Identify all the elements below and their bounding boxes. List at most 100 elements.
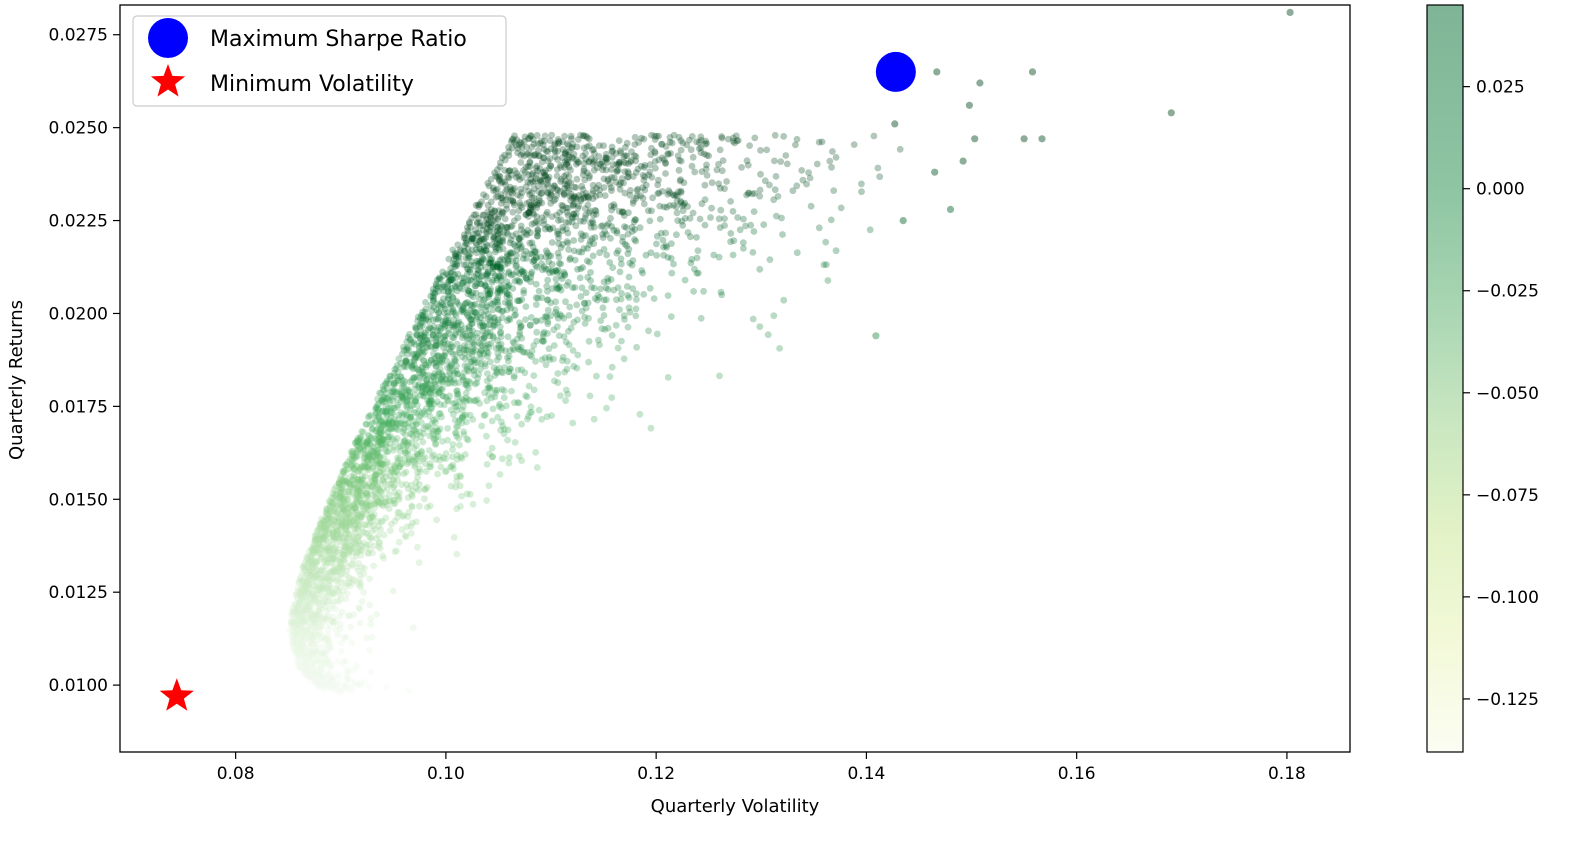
scatter-point (362, 530, 370, 537)
scatter-point (362, 420, 370, 428)
scatter-point (428, 419, 436, 427)
scatter-point (476, 400, 483, 407)
scatter-point (375, 532, 382, 539)
scatter-point (589, 219, 597, 227)
scatter-point (304, 662, 311, 670)
scatter-point (334, 531, 342, 538)
scatter-point (336, 481, 344, 488)
scatter-point (372, 449, 380, 457)
scatter-point (430, 451, 438, 459)
scatter-point (360, 570, 368, 578)
scatter-point (405, 419, 412, 427)
scatter-point (528, 268, 536, 276)
x-tick-label: 0.16 (1058, 764, 1096, 784)
scatter-point (351, 515, 359, 522)
scatter-point (693, 138, 700, 146)
scatter-point (477, 322, 484, 330)
scatter-point (342, 595, 350, 603)
scatter-point (420, 357, 427, 364)
scatter-point (331, 568, 339, 576)
scatter-point (538, 158, 546, 166)
scatter-point (435, 323, 443, 331)
scatter-point (462, 380, 470, 388)
scatter-point (497, 191, 505, 198)
scatter-point (348, 686, 356, 694)
scatter-point (329, 489, 337, 497)
scatter-point (681, 276, 689, 284)
scatter-point (448, 285, 455, 292)
scatter-point (525, 209, 532, 217)
scatter-point (336, 557, 344, 565)
scatter-point (639, 269, 646, 277)
scatter-point (499, 196, 507, 204)
scatter-point (353, 681, 361, 689)
scatter-point (690, 288, 697, 295)
scatter-point (608, 331, 616, 339)
scatter-point (369, 549, 376, 557)
scatter-point (526, 158, 534, 166)
scatter-point (540, 169, 548, 177)
scatter-point (539, 177, 546, 185)
scatter-point (439, 438, 446, 445)
scatter-point (516, 324, 524, 332)
scatter-point (490, 234, 498, 242)
scatter-point (826, 157, 834, 165)
scatter-point (467, 223, 474, 231)
scatter-point (437, 401, 444, 408)
scatter-point (386, 398, 393, 405)
scatter-point (493, 296, 501, 304)
scatter-point (468, 320, 476, 327)
scatter-point (569, 284, 577, 291)
scatter-point (458, 419, 466, 427)
scatter-point (615, 137, 623, 145)
scatter-point (313, 581, 321, 589)
scatter-point (547, 190, 555, 198)
scatter-point (467, 316, 475, 324)
scatter-point (300, 608, 308, 615)
scatter-point (313, 566, 321, 574)
scatter-point (534, 294, 542, 302)
scatter-point (364, 431, 372, 439)
scatter-point (504, 230, 512, 238)
scatter-point (349, 484, 356, 492)
scatter-point (449, 294, 457, 302)
scatter-point (621, 223, 628, 231)
scatter-point (457, 473, 464, 481)
scatter-point (703, 161, 710, 169)
scatter-point (486, 255, 494, 263)
scatter-point (526, 239, 534, 247)
scatter-point (580, 144, 588, 152)
scatter-point (296, 639, 304, 646)
scatter-point (589, 146, 596, 154)
scatter-point (330, 682, 338, 690)
scatter-point (444, 271, 452, 279)
scatter-point (303, 659, 310, 667)
scatter-point (479, 249, 487, 256)
scatter-point (428, 385, 436, 392)
scatter-point (489, 306, 497, 314)
scatter-point (405, 455, 413, 462)
scatter-point (344, 563, 352, 571)
scatter-point (354, 522, 362, 530)
scatter-point (524, 209, 532, 217)
scatter-point (604, 274, 612, 282)
scatter-point (433, 276, 441, 284)
scatter-point (457, 308, 465, 315)
scatter-point (310, 675, 317, 682)
scatter-point (829, 148, 836, 155)
scatter-point (288, 621, 296, 629)
scatter-point (428, 397, 435, 405)
scatter-point (435, 332, 442, 339)
scatter-point (374, 432, 382, 439)
scatter-point (464, 290, 472, 298)
scatter-point (325, 544, 333, 552)
scatter-point (773, 212, 780, 220)
scatter-point (318, 617, 325, 625)
scatter-point (460, 278, 468, 286)
scatter-point (716, 146, 724, 154)
scatter-point (348, 476, 356, 484)
scatter-point (429, 332, 437, 339)
scatter-point (472, 246, 480, 254)
scatter-point (415, 339, 423, 346)
scatter-point (463, 336, 471, 344)
